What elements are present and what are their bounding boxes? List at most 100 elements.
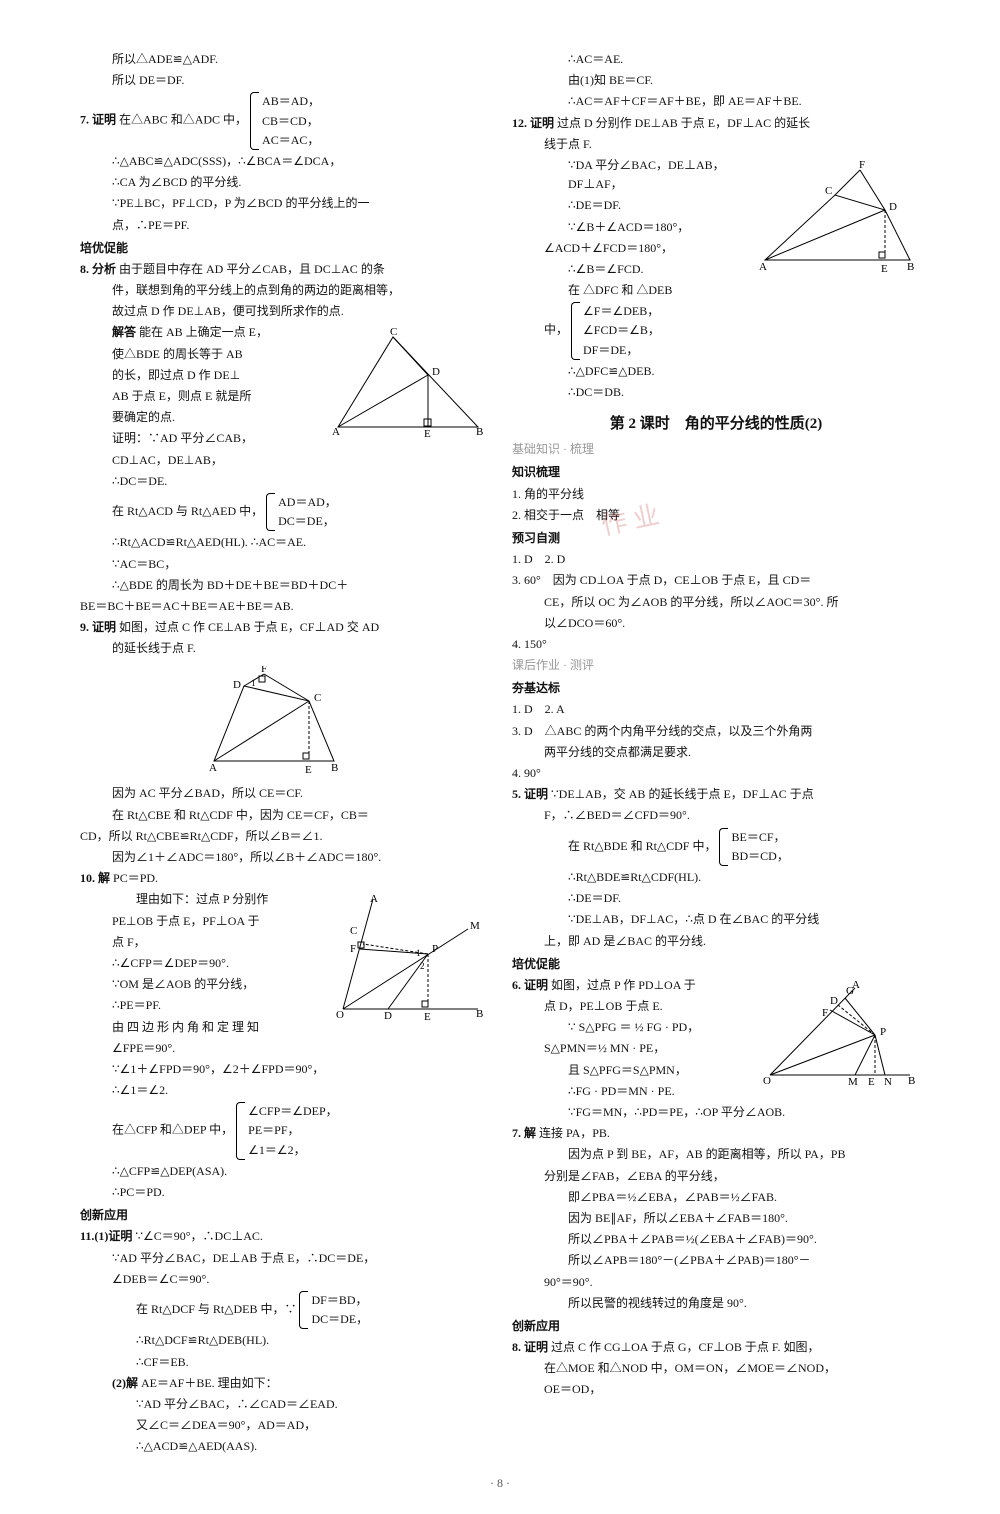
text: ∴DC＝DB.: [512, 383, 920, 402]
label: 5. 证明: [512, 787, 548, 801]
brace: AD＝AD， DC＝DE，: [266, 493, 337, 531]
text: 即∠PBA＝½∠EBA，∠PAB＝½∠FAB.: [512, 1188, 920, 1207]
svg-text:D: D: [432, 366, 440, 378]
text: ∵∠1＋∠FPD＝90°，∠2＋∠FPD＝90°，: [80, 1060, 488, 1079]
b2: DC＝DE，: [278, 514, 335, 528]
figure-12: A B C D E F: [755, 160, 920, 280]
text: 所以△ADE≌△ADF.: [80, 50, 488, 69]
b2: PE＝PF，: [248, 1123, 299, 1137]
text: ∵AC＝BC，: [80, 555, 488, 574]
text: 所以民警的视线转过的角度是 90°.: [512, 1294, 920, 1313]
text: 由于题目中存在 AD 平分∠CAB，且 DC⊥AC 的条: [119, 262, 385, 276]
brace: BE＝CF， BD＝CD，: [719, 828, 788, 866]
brace: DF＝BD， DC＝DE，: [299, 1291, 368, 1329]
header-cxyy: 创新应用: [80, 1206, 488, 1225]
text: 在 Rt△DCF 与 Rt△DEB 中，∵ DF＝BD， DC＝DE，: [80, 1291, 488, 1329]
svg-text:M: M: [470, 920, 480, 932]
label: 8. 证明: [512, 1340, 548, 1354]
svg-text:O: O: [336, 1009, 344, 1021]
b3: AC＝AC，: [262, 133, 319, 147]
text: ∴DE＝DF.: [512, 889, 920, 908]
text: 在 △DFC 和 △DEB: [512, 281, 920, 300]
text: CE，所以 OC 为∠AOB 的平分线，所以∠AOC＝30°. 所: [512, 593, 920, 612]
text: ∴Rt△BDE≌Rt△CDF(HL).: [512, 868, 920, 887]
svg-text:1: 1: [416, 948, 421, 958]
svg-text:D: D: [384, 1010, 392, 1022]
b1: AD＝AD，: [278, 495, 337, 509]
text: ∵AD 平分∠BAC，DE⊥AB 于点 E，∴DC＝DE，: [80, 1249, 488, 1268]
q7r: 7. 解 连接 PA，PB.: [512, 1124, 920, 1143]
hdr-kj: 夯基达标: [512, 679, 920, 698]
text: 以∠DCO＝60°.: [512, 614, 920, 633]
b1: BE＝CF，: [731, 830, 785, 844]
svg-text:P: P: [432, 943, 438, 955]
text: ∠DEB＝∠C＝90°.: [80, 1270, 488, 1289]
svg-text:A: A: [370, 894, 378, 905]
text: ∵DE⊥AB，交 AB 的延长线于点 E，DF⊥AC 于点: [551, 787, 814, 801]
text: 在 Rt△CBE 和 Rt△CDF 中，因为 CE＝CF，CB＝: [80, 806, 488, 825]
svg-text:C: C: [350, 925, 357, 937]
svg-text:1: 1: [251, 678, 256, 688]
text: 又∠C＝∠DEA＝90°，AD＝AD，: [80, 1416, 488, 1435]
q10: 10. 解 PC＝PD.: [80, 869, 488, 888]
svg-text:E: E: [868, 1076, 875, 1088]
svg-text:E: E: [305, 764, 312, 776]
q12: 12. 证明 过点 D 分别作 DE⊥AB 于点 E，DF⊥AC 的延长: [512, 114, 920, 133]
hdr-zs: 知识梳理: [512, 463, 920, 482]
q11: 11.(1)证明 ∵∠C＝90°，∴DC⊥AC.: [80, 1227, 488, 1246]
right-column: ∴AC＝AE. 由(1)知 BE＝CF. ∴AC＝AF＋CF＝AF＋BE，即 A…: [512, 50, 920, 1458]
label: 7. 证明: [80, 113, 116, 127]
text: 因为 BE∥AF，所以∠EBA＋∠FAB＝180°.: [512, 1209, 920, 1228]
text: 件，联想到角的平分线上的点到角的两边的距离相等，: [80, 281, 488, 300]
svg-text:E: E: [424, 428, 431, 437]
svg-text:B: B: [476, 1008, 483, 1020]
text: AE＝AF＋BE. 理由如下：: [141, 1376, 278, 1390]
q8r: 8. 证明 过点 C 作 CG⊥OA 于点 G，CF⊥OB 于点 F. 如图，: [512, 1338, 920, 1357]
text: 在△ABC 和△ADC 中，: [119, 113, 247, 127]
text: 在△MOE 和△NOD 中，OM＝ON，∠MOE＝∠NOD，: [512, 1359, 920, 1378]
text: 线于点 F.: [512, 135, 920, 154]
text: ∠FPE＝90°.: [80, 1039, 488, 1058]
text: 在 Rt△BDE 和 Rt△CDF 中， BE＝CF， BD＝CD，: [512, 828, 920, 866]
svg-text:B: B: [331, 762, 338, 774]
svg-text:C: C: [825, 185, 832, 197]
hdr-cx: 创新应用: [512, 1317, 920, 1336]
text: 在 Rt△ACD 与 Rt△AED 中，: [112, 504, 263, 518]
svg-text:C: C: [390, 327, 397, 338]
text: CD⊥AC，DE⊥AB，: [80, 451, 488, 470]
q9: 9. 证明 如图，过点 C 作 CE⊥AB 于点 E，CF⊥AD 交 AD: [80, 618, 488, 637]
b2: ∠FCD＝∠B，: [583, 323, 660, 337]
label: 7. 解: [512, 1126, 536, 1140]
hdr-yx: 预习自测: [512, 529, 920, 548]
text: ∵PE⊥BC，PF⊥CD，P 为∠BCD 的平分线上的一: [80, 194, 488, 213]
text: ∴△CFP≌△DEP(ASA).: [80, 1162, 488, 1181]
svg-text:D: D: [233, 679, 241, 691]
svg-text:N: N: [884, 1076, 892, 1088]
svg-text:B: B: [908, 1075, 915, 1087]
label: 10. 解: [80, 871, 110, 885]
b3: ∠1＝∠2，: [248, 1143, 306, 1157]
text: 1. D 2. D: [512, 550, 920, 569]
text: 3. D △ABC 的两个内角平分线的交点，以及三个外角两: [512, 722, 920, 741]
text: OE＝OD，: [512, 1380, 920, 1399]
text: ∵DE⊥AB，DF⊥AC，∴点 D 在∠BAC 的平分线: [512, 910, 920, 929]
text: BE＝BC＋BE＝AC＋BE＝AE＋BE＝AB.: [80, 597, 488, 616]
gray-header: 基础知识 · 梳理: [512, 440, 920, 459]
b2: CB＝CD，: [262, 114, 319, 128]
svg-text:O: O: [763, 1075, 771, 1087]
text: 在 Rt△ACD 与 Rt△AED 中， AD＝AD， DC＝DE，: [80, 493, 488, 531]
text: ∴△DFC≌△DEB.: [512, 362, 920, 381]
text: 在△CFP 和△DEP 中， ∠CFP＝∠DEP， PE＝PF， ∠1＝∠2，: [80, 1102, 488, 1160]
text: 在 Rt△DCF 与 Rt△DEB 中，∵: [136, 1302, 296, 1316]
text: 点，∴PE＝PF.: [80, 216, 488, 235]
text: 能在 AB 上确定一点 E，: [139, 325, 268, 339]
svg-text:A: A: [332, 426, 340, 437]
text: CD，所以 Rt△CBE≌Rt△CDF，所以∠B＝∠1.: [80, 827, 488, 846]
b2: BD＝CD，: [731, 849, 788, 863]
svg-text:D: D: [830, 995, 838, 1007]
page: 所以△ADE≌△ADF. 所以 DE＝DF. 7. 证明 在△ABC 和△ADC…: [80, 50, 920, 1458]
text: 在△CFP 和△DEP 中，: [112, 1123, 233, 1137]
hdr-py: 培优促能: [512, 955, 920, 974]
text: 1. D 2. A: [512, 700, 920, 719]
text: ∴△ABC≌△ADC(SSS)，∴∠BCA＝∠DCA，: [80, 152, 488, 171]
